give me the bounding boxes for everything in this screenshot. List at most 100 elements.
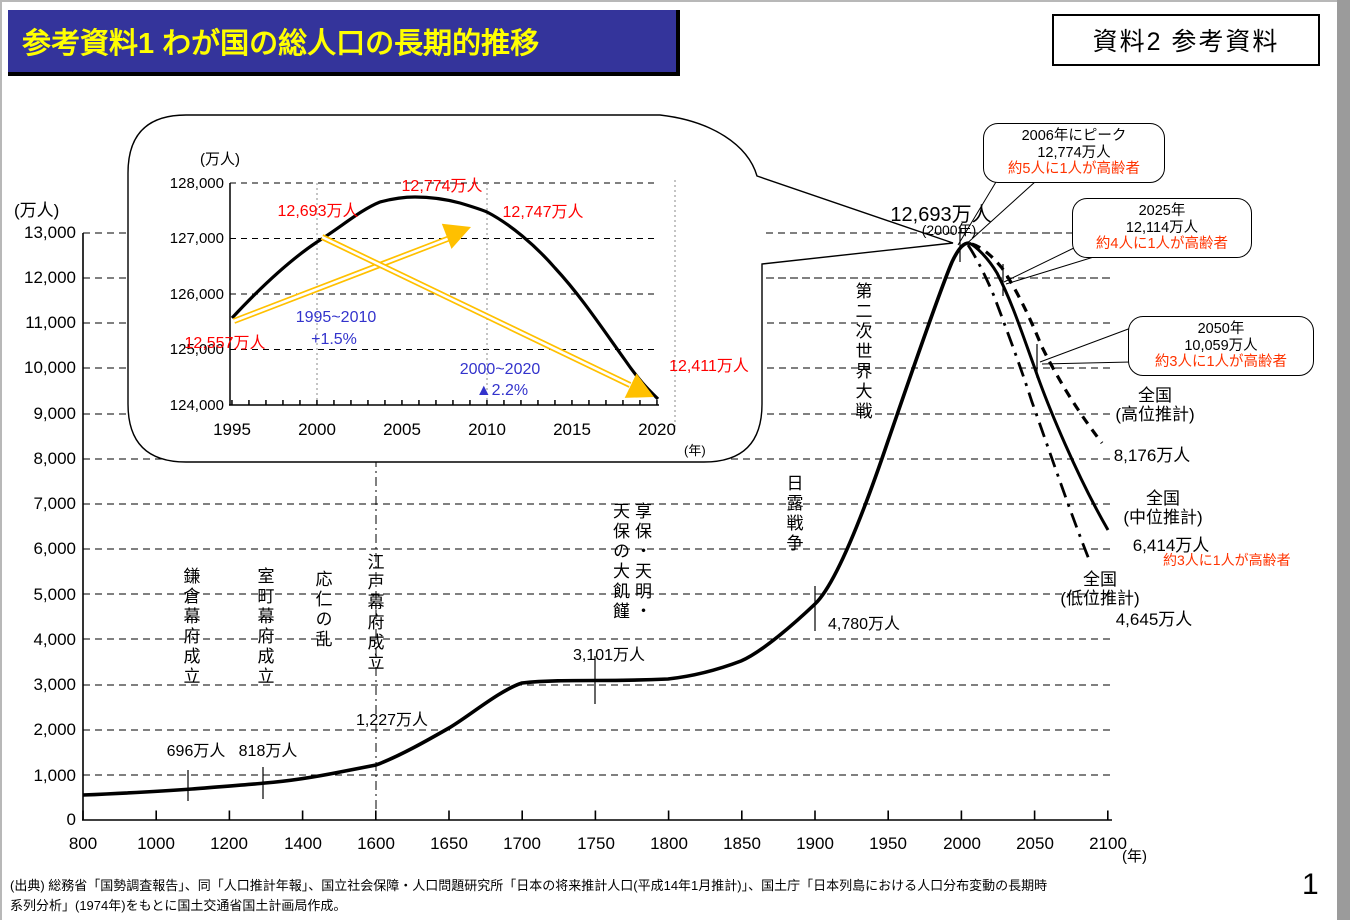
y-tick: 13,000 [24, 223, 76, 242]
projection-mid-value: 6,414万人 [1132, 536, 1210, 555]
callout-line: 12,774万人 [1037, 144, 1111, 161]
source-note-line1: (出典) 総務省「国勢調査報告」、同「人口推計年報」、国立社会保障・人口問題研究… [10, 878, 1048, 893]
inset-x-tick: 1995 [213, 420, 251, 439]
callout-line: 2050年 [1197, 321, 1245, 337]
projection-mid-line [968, 241, 1110, 531]
page-number: 1 [1302, 868, 1319, 901]
projection-high-value: 8,176万人 [1113, 446, 1191, 465]
inset-value-2000: 12,693万人 [277, 203, 359, 220]
callout-line: 12,114万人 [1125, 219, 1199, 236]
projection-low-line [966, 244, 1092, 563]
value-label-696: 696万人 [166, 743, 226, 760]
projection-low-label: 全国 (低位推計) [1060, 570, 1140, 608]
inset-growth-rate-1: +1.5% [311, 331, 357, 348]
inset-y-tick: 125,000 [169, 341, 224, 358]
x-tick: 1900 [796, 834, 834, 853]
x-tick: 1950 [869, 834, 907, 853]
callout-line: 10,059万人 [1184, 337, 1258, 354]
y-tick: 9,000 [33, 404, 76, 423]
page-edge-left [0, 0, 2, 920]
peak-value-label: 12,693万人 [890, 204, 992, 226]
y-tick: 6,000 [33, 539, 76, 558]
page-edge-right [1337, 0, 1350, 920]
callout-2050: 2050年 10,059万人 約3人に1人が高齢者 [1128, 316, 1314, 376]
inset-growth-period-2: 2000~2020 [459, 361, 541, 378]
title-bar: 参考資料1 わが国の総人口の長期的推移 [8, 10, 680, 76]
x-tick: 2050 [1016, 834, 1054, 853]
x-tick: 1600 [357, 834, 395, 853]
inset-y-tick: 126,000 [169, 286, 224, 303]
projection-mid-label: 全国 (中位推計) [1123, 489, 1203, 527]
event-onin: 応仁の乱 [312, 570, 332, 650]
inset-y-tick: 127,000 [169, 230, 224, 247]
callout-elderly-note: 約3人に1人が高齢者 [1154, 354, 1288, 370]
y-tick: 10,000 [24, 358, 76, 377]
inset-growth-period-1: 1995~2010 [295, 309, 377, 326]
value-label-818: 818万人 [238, 743, 298, 760]
inset-y-axis-unit: (万人) [200, 151, 240, 168]
callout-2006-peak: 2006年にピーク 12,774万人 約5人に1人が高齢者 [983, 123, 1165, 183]
x-tick: 1700 [503, 834, 541, 853]
inset-x-tick: 2005 [383, 420, 421, 439]
x-tick: 1750 [577, 834, 615, 853]
projection-high-line [971, 242, 1104, 444]
population-curve [82, 241, 970, 797]
x-tick: 1650 [430, 834, 468, 853]
inset-growth-rate-2: ▲2.2% [475, 382, 529, 399]
inset-x-axis-unit: (年) [684, 443, 706, 458]
y-tick: 12,000 [24, 268, 76, 287]
reference-box: 資料2 参考資料 [1052, 14, 1320, 66]
event-russo-japanese-war: 日露戦争 [783, 474, 803, 554]
y-tick: 11,000 [25, 313, 76, 332]
projection-low-value: 4,645万人 [1115, 610, 1193, 629]
y-tick: 4,000 [33, 630, 76, 649]
callout-2025: 2025年 12,114万人 約4人に1人が高齢者 [1072, 198, 1252, 258]
inset-x-tick: 2000 [298, 420, 336, 439]
page-edge-top [0, 0, 1350, 2]
x-tick: 2000 [943, 834, 981, 853]
decline-arrow-down [320, 234, 654, 398]
y-tick: 2,000 [33, 720, 76, 739]
inset-y-tick: 124,000 [169, 397, 224, 414]
x-tick: 1200 [210, 834, 248, 853]
inset-x-tick: 2010 [468, 420, 506, 439]
projection-high-label: 全国 (高位推計) [1115, 386, 1195, 424]
inset-balloon [127, 114, 954, 463]
x-tick: 1000 [137, 834, 175, 853]
event-kamakura: 鎌倉幕府成立 [180, 567, 200, 687]
callout-elderly-note: 約5人に1人が高齢者 [1007, 161, 1141, 177]
inset-y-tick: 128,000 [169, 175, 224, 192]
inset-value-peak: 12,774万人 [401, 178, 483, 195]
inset-x-tick: 2020 [638, 420, 676, 439]
x-tick: 2100 [1089, 834, 1127, 853]
peak-year-label: (2000年) [921, 222, 977, 238]
y-tick: 8,000 [33, 449, 76, 468]
y-tick: 0 [66, 810, 76, 829]
inset-chart [229, 180, 676, 428]
reference-label: 資料2 参考資料 [1092, 28, 1280, 56]
callout-line: 2025年 [1138, 203, 1186, 219]
event-muromachi: 室町幕府成立 [254, 567, 274, 687]
x-tick: 1850 [723, 834, 761, 853]
y-tick: 5,000 [33, 585, 76, 604]
projection-mid-elderly-note: 約3人に1人が高齢者 [1163, 552, 1291, 568]
event-wwii: 第二次世界大戦 [852, 282, 872, 422]
y-axis-unit: (万人) [14, 201, 60, 220]
value-label-1227: 1,227万人 [355, 712, 429, 729]
x-tick: 1800 [650, 834, 688, 853]
inset-value-2010: 12,747万人 [502, 204, 584, 221]
y-tick: 3,000 [33, 675, 76, 694]
growth-arrow-up [232, 223, 471, 324]
x-tick: 1400 [284, 834, 322, 853]
inset-value-2020: 12,411万人 [669, 358, 749, 375]
inset-x-tick: 2015 [553, 420, 591, 439]
callout-line: 2006年にピーク [1021, 128, 1127, 144]
x-axis-unit: (年) [1122, 848, 1147, 865]
value-label-4780: 4,780万人 [827, 616, 901, 633]
event-famine: 享保・天明・天保の大飢饉 [610, 502, 651, 622]
callout-elderly-note: 約4人に1人が高齢者 [1095, 236, 1229, 252]
x-tick: 800 [68, 834, 98, 853]
value-label-3101: 3,101万人 [572, 647, 646, 664]
